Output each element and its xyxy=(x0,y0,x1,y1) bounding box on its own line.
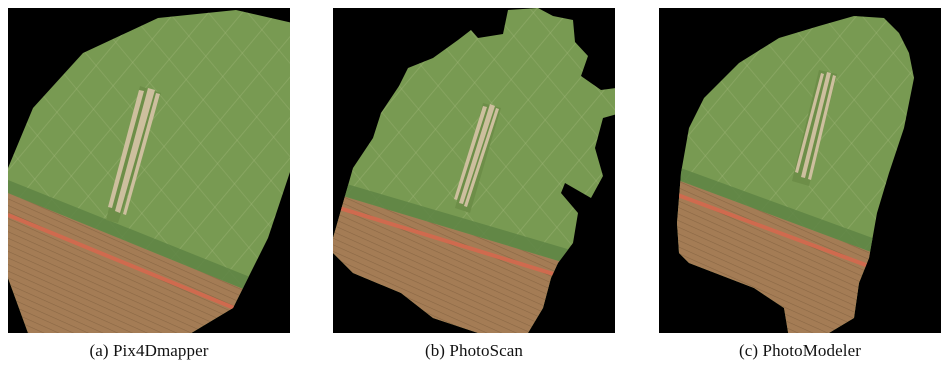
orthomosaic-image-photoscan xyxy=(333,8,615,333)
caption-b: (b) PhotoScan xyxy=(424,341,524,360)
orthomosaic-photomodeler xyxy=(677,16,914,333)
orthomosaic-photoscan xyxy=(333,8,615,333)
orthomosaic-pix4dmapper xyxy=(8,10,290,333)
caption-a: (a) Pix4Dmapper xyxy=(89,341,209,360)
orthomosaic-image-pix4dmapper xyxy=(8,8,290,333)
orthomosaic-image-photomodeler xyxy=(659,8,941,333)
caption-c: (c) PhotoModeler xyxy=(739,341,861,360)
